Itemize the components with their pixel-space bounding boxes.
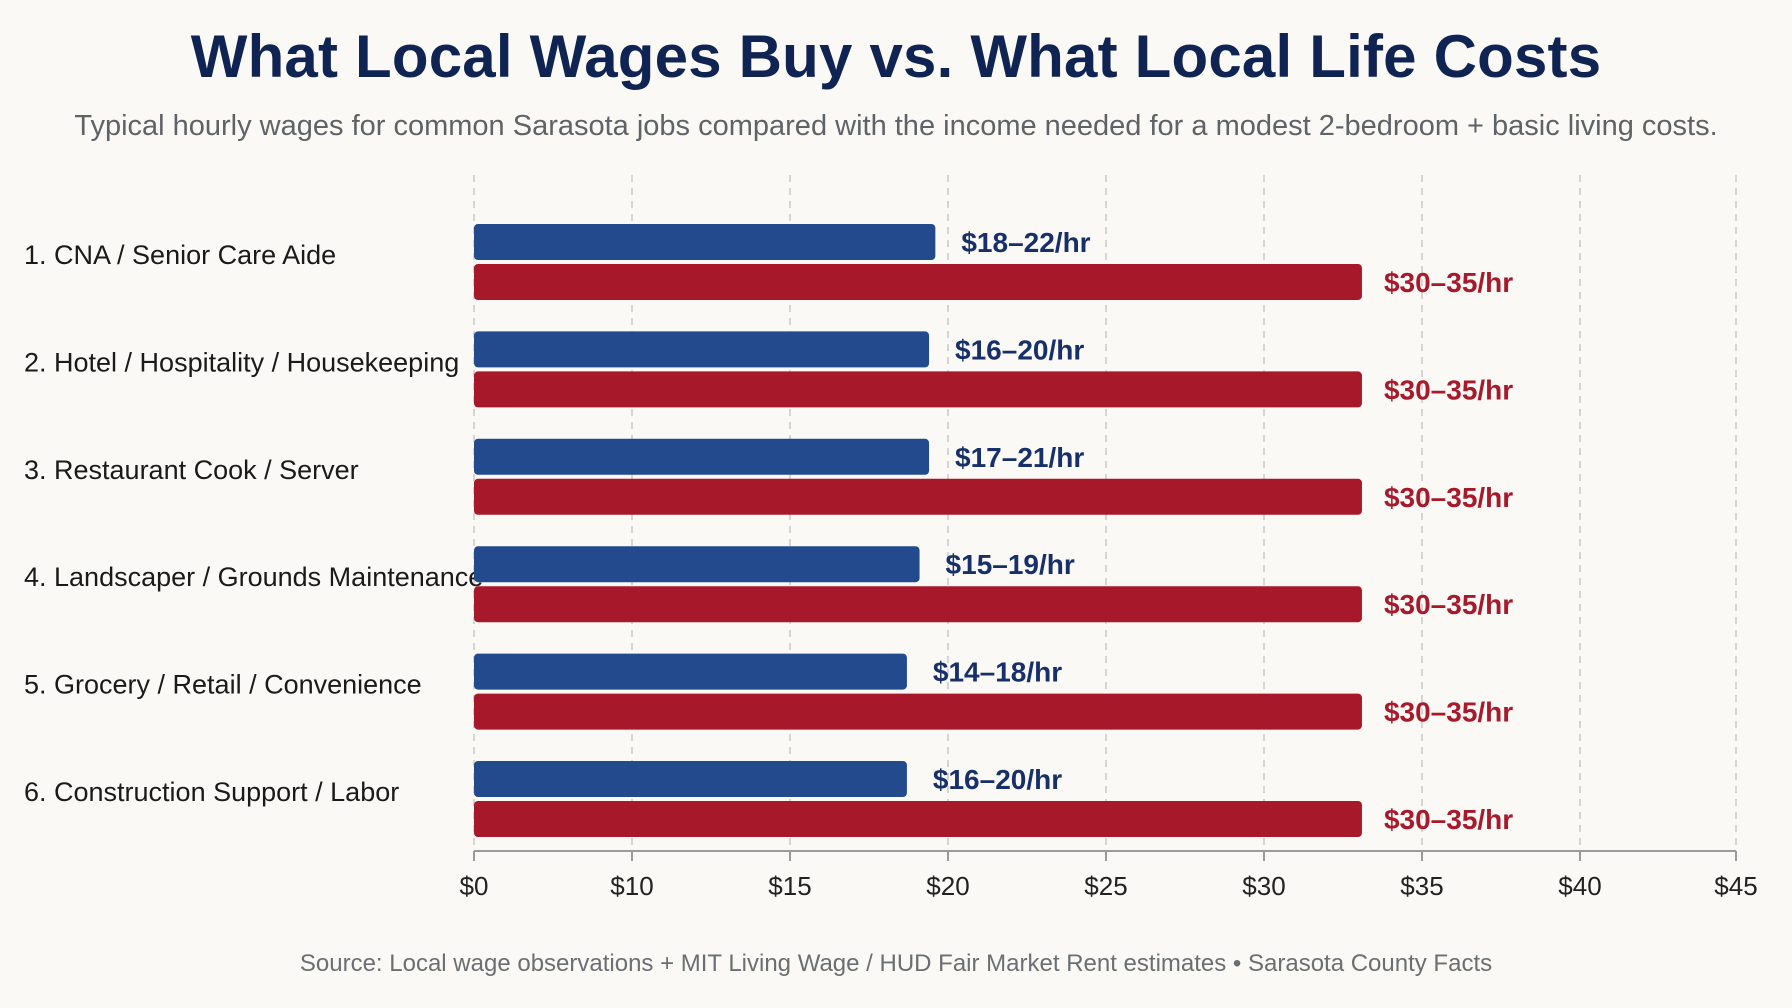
wage-value-label: $16–20/hr [933, 764, 1062, 795]
x-tick-label: $25 [1084, 871, 1127, 901]
x-tick-label: $40 [1558, 871, 1601, 901]
wage-value-label: $17–21/hr [955, 442, 1084, 473]
x-axis-ticks: $0 $10 $15 $20 $25 $30 $35 $40 $45 [460, 851, 1758, 901]
wage-value-label: $18–22/hr [961, 227, 1090, 258]
need-bar [474, 478, 1362, 515]
need-bar [474, 371, 1362, 408]
need-value-label: $30–35/hr [1384, 589, 1513, 620]
chart-title: What Local Wages Buy vs. What Local Life… [190, 23, 1602, 90]
need-bar [474, 693, 1362, 730]
wage-value-label: $16–20/hr [955, 334, 1084, 365]
bars [474, 224, 1362, 837]
source-note: Source: Local wage observations + MIT Li… [299, 950, 1493, 977]
category-label: 4. Landscaper / Grounds Maintenance [24, 562, 483, 592]
need-value-label: $30–35/hr [1384, 804, 1513, 835]
x-tick-label: $20 [926, 871, 969, 901]
wage-bar [474, 224, 936, 260]
chart-subtitle: Typical hourly wages for common Sarasota… [74, 110, 1718, 142]
wage-value-label: $14–18/hr [933, 657, 1062, 688]
category-label: 3. Restaurant Cook / Server [24, 455, 359, 485]
need-bar [474, 264, 1362, 300]
x-tick-label: $15 [768, 871, 811, 901]
need-value-label: $30–35/hr [1384, 482, 1513, 513]
wage-bar [474, 546, 920, 583]
need-bar [474, 801, 1362, 837]
x-tick-label: $30 [1242, 871, 1285, 901]
category-labels: 1. CNA / Senior Care Aide 2. Hotel / Hosp… [24, 240, 483, 807]
wage-value-label: $15–19/hr [946, 549, 1075, 580]
need-value-label: $30–35/hr [1384, 267, 1513, 298]
x-tick-label: $45 [1714, 871, 1757, 901]
category-label: 5. Grocery / Retail / Convenience [24, 670, 422, 700]
category-label: 2. Hotel / Hospitality / Housekeeping [24, 347, 459, 377]
value-labels: $18–22/hr $30–35/hr $16–20/hr $30–35/hr $17–… [933, 227, 1513, 835]
wage-bar [474, 761, 907, 797]
x-tick-label: $0 [460, 871, 489, 901]
category-label: 6. Construction Support / Labor [24, 777, 399, 807]
x-tick-label: $10 [610, 871, 653, 901]
wage-bar [474, 438, 930, 475]
x-tick-label: $35 [1400, 871, 1443, 901]
need-value-label: $30–35/hr [1384, 697, 1513, 728]
category-label: 1. CNA / Senior Care Aide [24, 240, 336, 270]
wage-bar [474, 331, 930, 368]
need-bar [474, 586, 1362, 623]
need-value-label: $30–35/hr [1384, 374, 1513, 405]
wage-bar [474, 653, 907, 690]
